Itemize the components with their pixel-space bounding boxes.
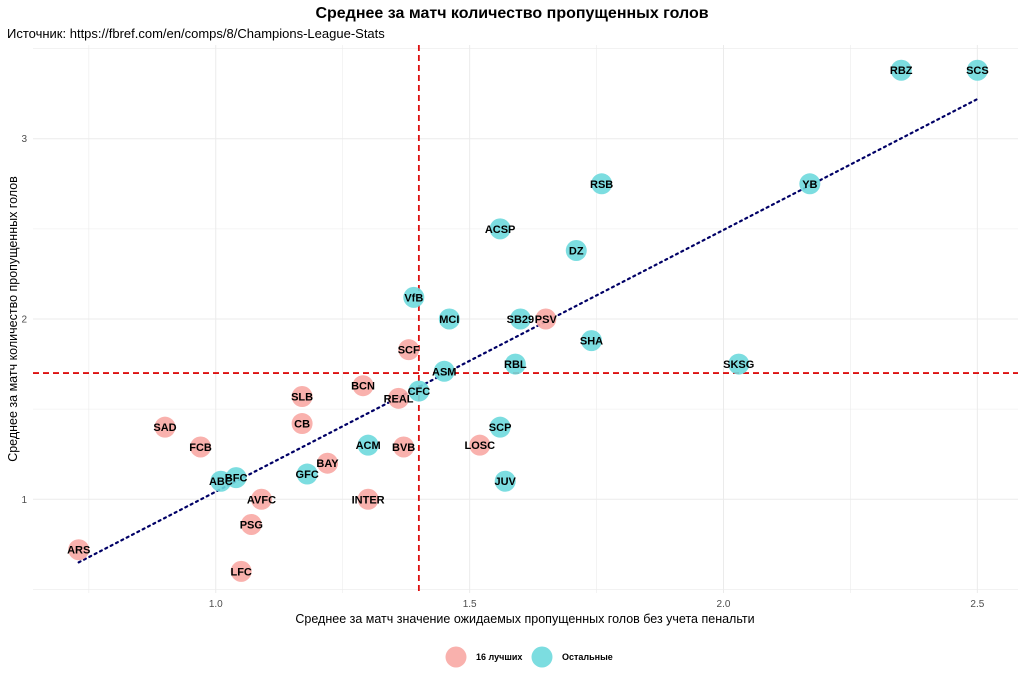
- legend-label-others: Остальные: [562, 652, 613, 662]
- x-tick-label: 2.5: [970, 599, 984, 610]
- point-others: [438, 308, 460, 330]
- point-top16: [240, 514, 262, 535]
- chart-title: Среднее за матч количество пропущенных г…: [315, 5, 709, 22]
- point-label: VfB: [404, 292, 423, 304]
- point-label: ABC: [209, 476, 233, 488]
- x-tick-label: 2.0: [717, 599, 731, 610]
- reference-lines: [33, 45, 1018, 593]
- legend-key-others: [531, 646, 553, 668]
- point-others: [225, 467, 247, 489]
- point-label: SLB: [291, 392, 313, 404]
- x-axis-title: Среднее за матч значение ожидаемых пропу…: [295, 612, 754, 626]
- point-label: BFC: [225, 473, 248, 485]
- point-top16: [398, 339, 420, 361]
- point-others: [403, 286, 425, 308]
- legend: 16 лучших Остальные: [445, 646, 613, 668]
- point-others: [591, 173, 613, 195]
- point-label: FCB: [189, 442, 212, 454]
- point-top16: [154, 416, 176, 438]
- point-top16: [352, 375, 374, 397]
- point-label: SAD: [153, 422, 176, 434]
- point-top16: [388, 387, 410, 409]
- point-label: SCS: [966, 65, 989, 77]
- point-labels: ARS SAD FCB PSG LFC AVFC SLB CB BAY BCN REAL BVB INT…: [67, 65, 989, 578]
- point-label: ARS: [67, 545, 90, 557]
- point-label: PSV: [535, 314, 558, 326]
- point-others: [494, 470, 516, 492]
- point-label: LFC: [230, 566, 251, 578]
- point-others: [433, 360, 455, 382]
- point-others: [489, 218, 511, 240]
- point-others: [565, 240, 587, 261]
- point-label: ACM: [356, 440, 381, 452]
- legend-key-top16: [445, 646, 467, 668]
- y-tick-label: 3: [21, 134, 27, 145]
- point-top16: [291, 413, 313, 435]
- point-others: [890, 59, 912, 81]
- point-label: SCF: [398, 345, 420, 357]
- point-label: REAL: [384, 393, 414, 405]
- point-others: [296, 463, 318, 485]
- x-tick-label: 1.5: [463, 599, 477, 610]
- point-label: RBZ: [890, 65, 913, 77]
- point-others: [509, 308, 531, 330]
- point-label: LOSC: [465, 440, 496, 452]
- point-label: CB: [294, 419, 310, 431]
- point-label: DZ: [569, 246, 584, 258]
- point-label: ACSP: [485, 224, 516, 236]
- point-label: GFC: [296, 469, 319, 481]
- point-label: RSB: [590, 179, 613, 191]
- point-label: MCI: [439, 314, 459, 326]
- point-others: [504, 353, 526, 375]
- point-label: BAY: [316, 458, 339, 470]
- point-others: [489, 416, 511, 438]
- y-axis-title: Среднее за матч количество пропущенных г…: [6, 176, 20, 462]
- point-top16: [316, 452, 338, 474]
- point-label: JUV: [494, 476, 516, 488]
- point-others: [581, 330, 603, 352]
- point-label: SHA: [580, 336, 603, 348]
- point-top16: [291, 386, 313, 408]
- point-label: ASM: [432, 366, 456, 378]
- point-label: RBL: [504, 359, 527, 371]
- point-top16: [535, 308, 557, 330]
- point-others: [966, 59, 988, 81]
- point-others: [408, 380, 430, 402]
- data-points: [68, 59, 988, 582]
- point-label: INTER: [352, 494, 385, 506]
- y-tick-label: 1: [21, 495, 27, 506]
- point-top16: [469, 434, 491, 456]
- point-top16: [190, 436, 212, 458]
- point-top16: [250, 488, 272, 510]
- point-label: AVFC: [247, 494, 276, 506]
- point-label: CFC: [408, 386, 431, 398]
- point-label: SB29: [507, 314, 535, 326]
- point-label: SCP: [489, 422, 512, 434]
- grid-lines: [33, 45, 1018, 593]
- point-top16: [357, 488, 379, 510]
- y-tick-label: 2: [21, 315, 27, 326]
- point-top16: [393, 436, 415, 458]
- point-top16: [68, 539, 90, 561]
- point-label: BCN: [351, 381, 375, 393]
- chart-subtitle: Источник: https://fbref.com/en/comps/8/C…: [7, 26, 385, 41]
- point-top16: [230, 560, 252, 582]
- point-label: YB: [802, 179, 817, 191]
- point-others: [357, 434, 379, 456]
- point-label: SKSG: [723, 359, 754, 371]
- point-others: [728, 353, 750, 375]
- point-label: BVB: [392, 442, 415, 454]
- x-tick-label: 1.0: [209, 599, 223, 610]
- legend-label-top16: 16 лучших: [476, 652, 522, 662]
- point-label: PSG: [240, 520, 263, 532]
- point-others: [799, 173, 821, 195]
- axis-ticks: 1.0 1.5 2.0 2.5 1 2 3: [21, 134, 984, 610]
